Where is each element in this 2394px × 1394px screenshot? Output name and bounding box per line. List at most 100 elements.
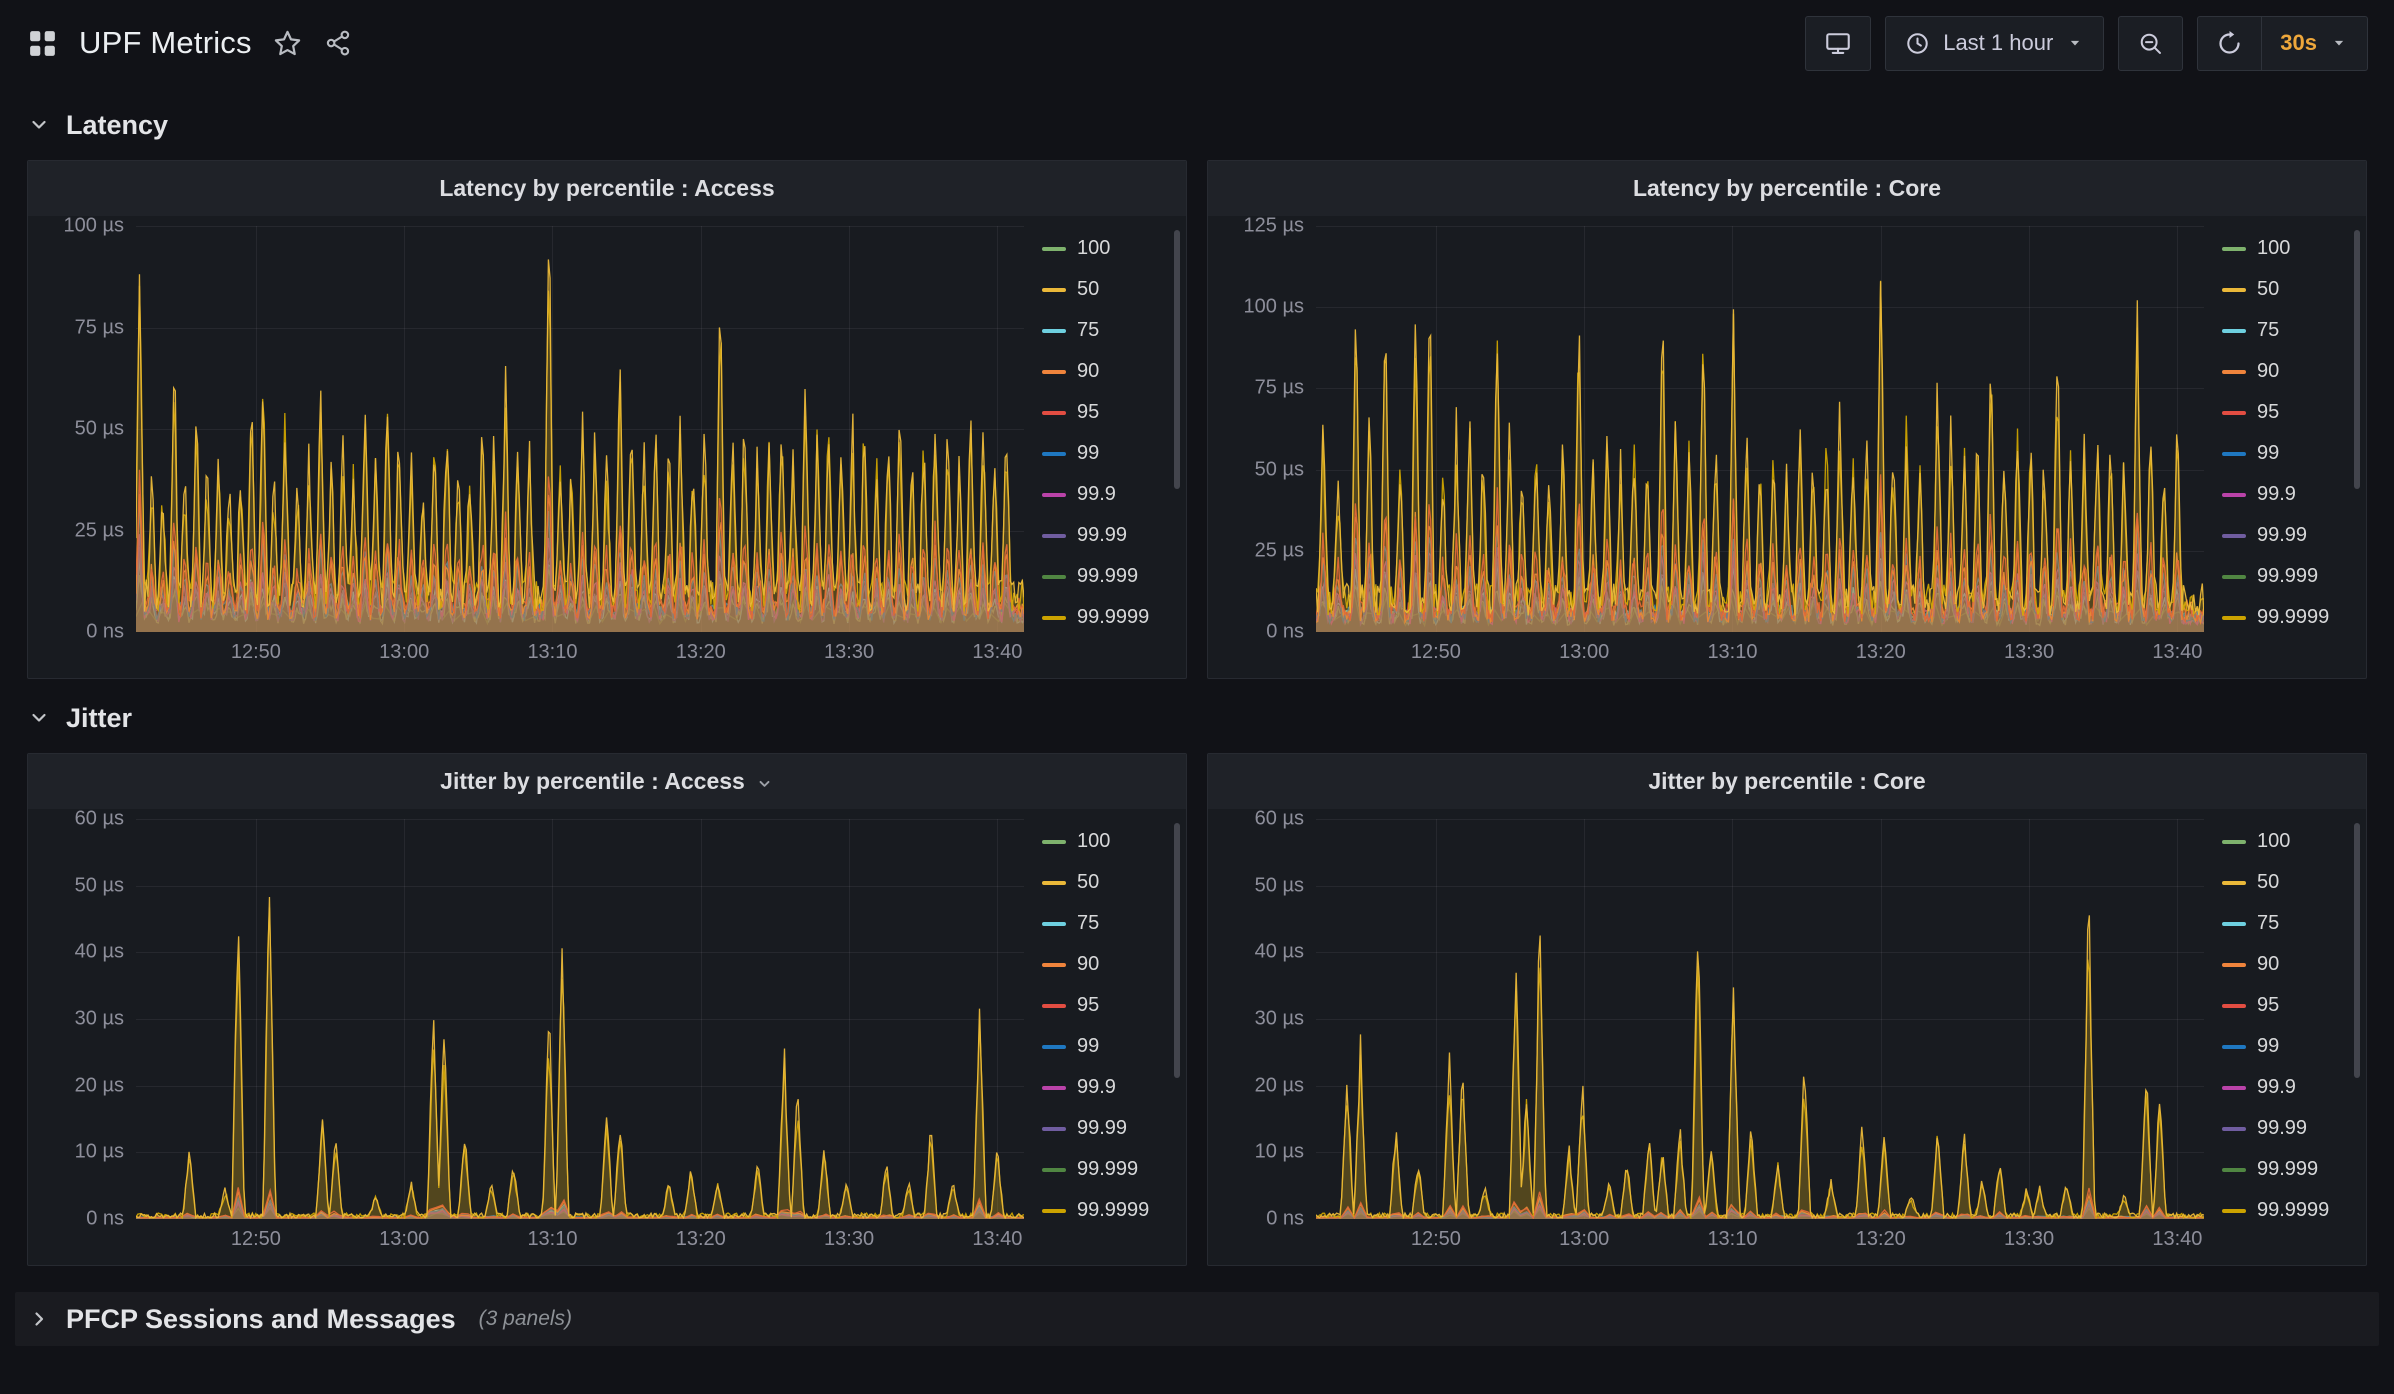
legend-item[interactable]: 90 <box>1042 351 1172 392</box>
legend-item[interactable]: 100 <box>2222 228 2352 269</box>
panel-title[interactable]: Latency by percentile : Access <box>439 175 775 201</box>
legend-swatch <box>1042 287 1066 292</box>
kiosk-mode-button[interactable] <box>1805 15 1872 71</box>
zoom-out-button[interactable] <box>2118 15 2184 71</box>
legend-swatch <box>1042 615 1066 620</box>
panel-menu-caret-icon[interactable] <box>755 774 774 793</box>
legend-item[interactable]: 99.9 <box>2222 1067 2352 1108</box>
y-axis-label: 30 µs <box>74 1007 124 1030</box>
legend-item[interactable]: 100 <box>2222 821 2352 862</box>
y-axis-label: 10 µs <box>74 1140 124 1163</box>
legend-item[interactable]: 95 <box>2222 392 2352 433</box>
legend-item[interactable]: 95 <box>2222 985 2352 1026</box>
panel-title[interactable]: Jitter by percentile : Access <box>440 768 745 794</box>
panel-header[interactable]: Latency by percentile : Access <box>28 161 1186 216</box>
refresh-button[interactable] <box>2197 15 2262 71</box>
legend-item[interactable]: 100 <box>1042 821 1172 862</box>
gridline <box>700 819 702 1219</box>
legend-swatch <box>1042 246 1066 251</box>
gridline <box>2029 819 2031 1219</box>
share-icon[interactable] <box>323 28 353 58</box>
dashboard-title[interactable]: UPF Metrics <box>79 25 252 60</box>
scrollbar-thumb[interactable] <box>1174 823 1180 1079</box>
legend-item[interactable]: 99.99 <box>1042 515 1172 556</box>
legend-item[interactable]: 75 <box>2222 903 2352 944</box>
legend-label: 99.9 <box>2257 483 2296 505</box>
scrollbar-thumb[interactable] <box>2354 230 2360 489</box>
legend-item[interactable]: 50 <box>1042 269 1172 310</box>
panel-header[interactable]: Jitter by percentile : Access <box>28 754 1186 809</box>
legend-item[interactable]: 99 <box>2222 1026 2352 1067</box>
legend-swatch <box>1042 574 1066 579</box>
gridline <box>255 819 257 1219</box>
y-axis-label: 40 µs <box>74 940 124 963</box>
apps-grid-icon[interactable] <box>26 27 59 60</box>
time-range-picker[interactable]: Last 1 hour <box>1885 15 2105 71</box>
gridline <box>136 1152 1024 1154</box>
refresh-group: 30s <box>2197 15 2368 71</box>
legend-item[interactable]: 99 <box>1042 1026 1172 1067</box>
legend-item[interactable]: 99.9 <box>2222 474 2352 515</box>
legend-item[interactable]: 99.9999 <box>2222 1190 2352 1231</box>
panel-title[interactable]: Latency by percentile : Core <box>1632 175 1942 201</box>
gridline <box>136 327 1024 329</box>
legend-item[interactable]: 99.9999 <box>1042 1190 1172 1231</box>
gridline <box>849 819 851 1219</box>
chart-plot[interactable] <box>1316 226 2204 632</box>
legend-item[interactable]: 99.99 <box>2222 515 2352 556</box>
section-row-pfcp[interactable]: PFCP Sessions and Messages (3 panels) <box>15 1292 2379 1346</box>
legend-item[interactable]: 99 <box>1042 433 1172 474</box>
legend-swatch <box>2222 1044 2246 1049</box>
chart-plot[interactable] <box>1316 819 2204 1219</box>
legend-item[interactable]: 99.99 <box>1042 1108 1172 1149</box>
legend-item[interactable]: 99 <box>2222 433 2352 474</box>
legend-item[interactable]: 99.999 <box>1042 556 1172 597</box>
gridline <box>700 226 702 632</box>
legend-item[interactable]: 90 <box>1042 944 1172 985</box>
x-axis: 12:50 13:00 13:10 13:20 13:30 13:40 <box>1316 1219 2204 1259</box>
legend-item[interactable]: 50 <box>2222 269 2352 310</box>
y-axis-label: 0 ns <box>1266 620 1304 643</box>
scrollbar-thumb[interactable] <box>1174 230 1180 489</box>
panel-title[interactable]: Jitter by percentile : Core <box>1648 768 1926 794</box>
legend-swatch <box>1042 921 1066 926</box>
legend-scrollbar[interactable] <box>1172 226 1182 672</box>
legend-scrollbar[interactable] <box>2352 819 2362 1259</box>
legend-item[interactable]: 99.9 <box>1042 474 1172 515</box>
legend-item[interactable]: 99.99 <box>2222 1108 2352 1149</box>
legend-item[interactable]: 100 <box>1042 228 1172 269</box>
legend-scrollbar[interactable] <box>2352 226 2362 672</box>
legend-item[interactable]: 99.9999 <box>1042 597 1172 638</box>
legend-item[interactable]: 50 <box>1042 862 1172 903</box>
scrollbar-thumb[interactable] <box>2354 823 2360 1079</box>
star-icon[interactable] <box>272 28 303 59</box>
section-row-jitter[interactable]: Jitter <box>15 693 2379 743</box>
gridline <box>2177 819 2179 1219</box>
legend-label: 99 <box>1077 442 1100 464</box>
panel-header[interactable]: Latency by percentile : Core <box>1208 161 2366 216</box>
legend-label: 95 <box>1077 401 1100 423</box>
legend-scrollbar[interactable] <box>1172 819 1182 1259</box>
legend-item[interactable]: 75 <box>1042 903 1172 944</box>
chart-plot[interactable] <box>136 226 1024 632</box>
gridline <box>1880 819 1882 1219</box>
panel-header[interactable]: Jitter by percentile : Core <box>1208 754 2366 809</box>
legend-item[interactable]: 95 <box>1042 392 1172 433</box>
legend-item[interactable]: 99.999 <box>2222 556 2352 597</box>
section-row-latency[interactable]: Latency <box>15 100 2379 150</box>
chart-plot[interactable] <box>136 819 1024 1219</box>
legend-item[interactable]: 99.9 <box>1042 1067 1172 1108</box>
legend-item[interactable]: 75 <box>1042 310 1172 351</box>
legend-item[interactable]: 95 <box>1042 985 1172 1026</box>
legend-item[interactable]: 50 <box>2222 862 2352 903</box>
legend: 100 50 75 90 95 99 99.9 99.99 99.999 99.9999 <box>1024 226 1172 672</box>
legend-label: 90 <box>1077 953 1100 975</box>
legend-item[interactable]: 90 <box>2222 351 2352 392</box>
legend-item[interactable]: 75 <box>2222 310 2352 351</box>
legend-item[interactable]: 90 <box>2222 944 2352 985</box>
legend-item[interactable]: 99.9999 <box>2222 597 2352 638</box>
legend-item[interactable]: 99.999 <box>2222 1149 2352 1190</box>
x-axis-label: 13:00 <box>379 1228 430 1250</box>
legend-item[interactable]: 99.999 <box>1042 1149 1172 1190</box>
refresh-interval-dropdown[interactable]: 30s <box>2261 15 2368 71</box>
